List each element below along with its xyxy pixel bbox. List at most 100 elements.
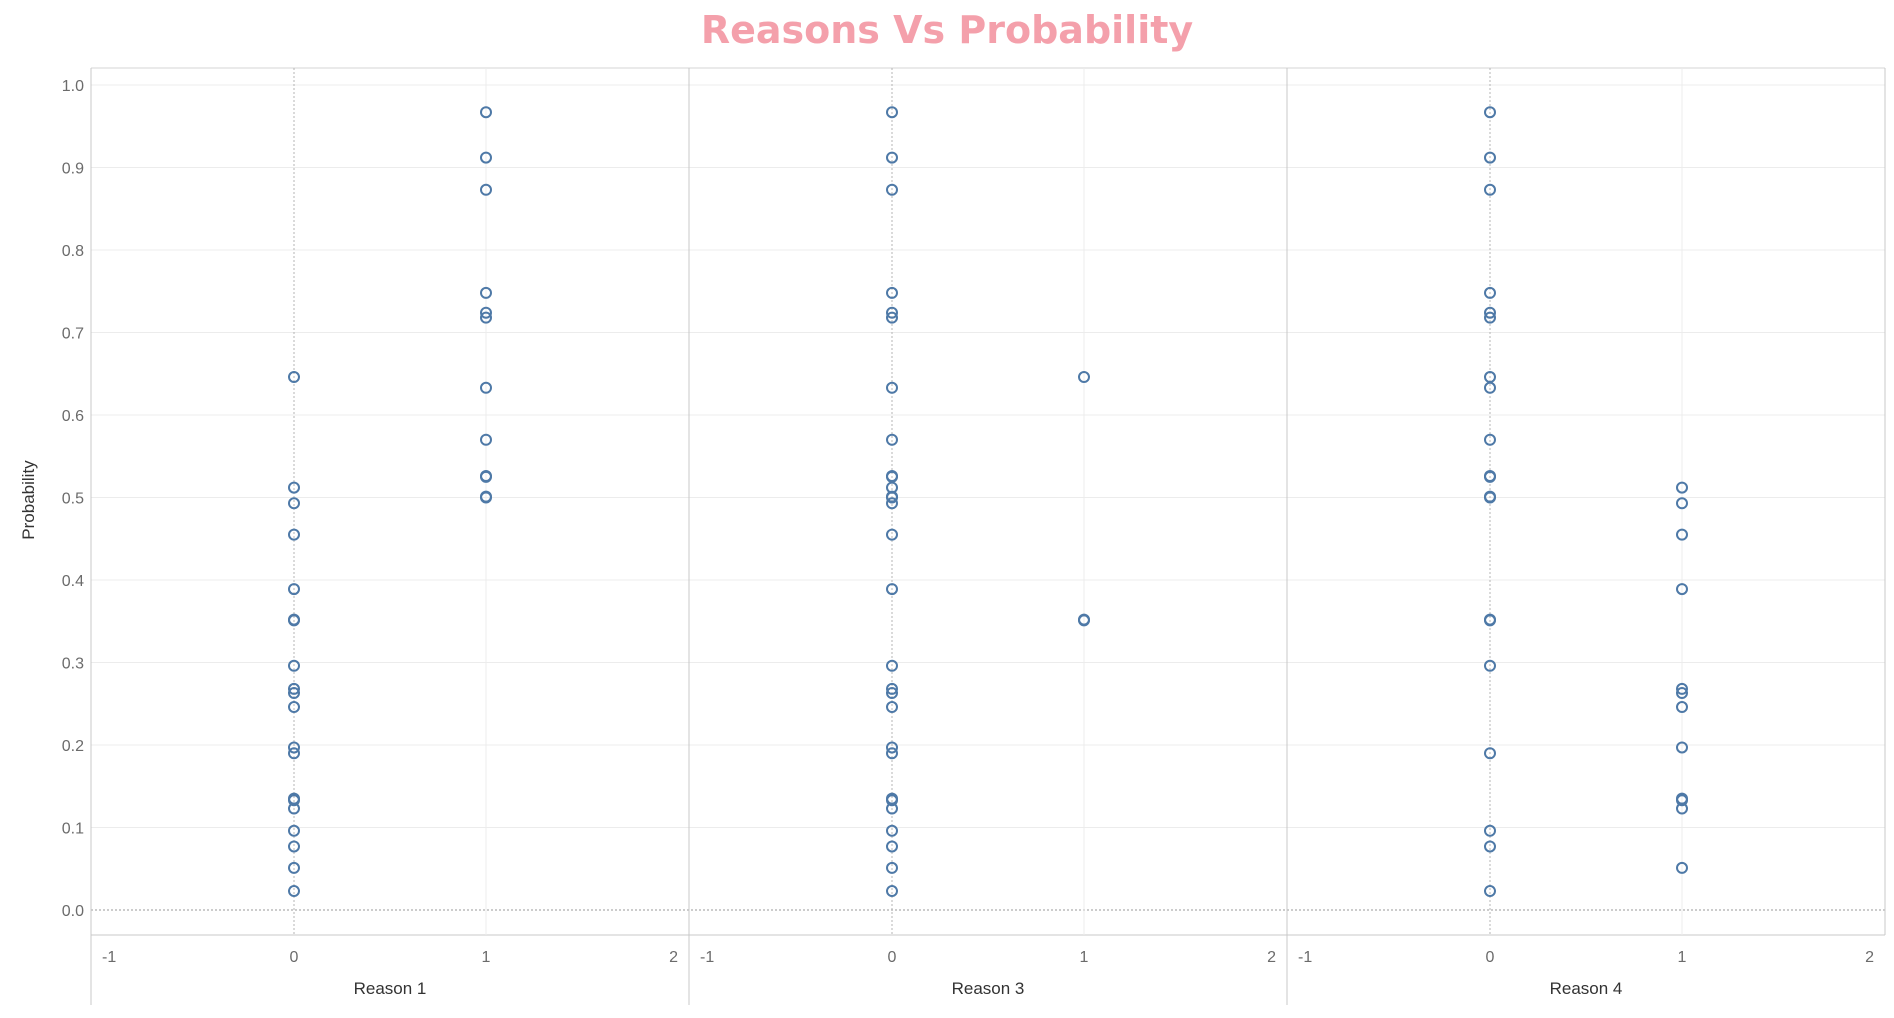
data-point xyxy=(886,583,898,596)
y-tick-label: 0.1 xyxy=(62,821,84,838)
data-point xyxy=(886,151,898,164)
data-point xyxy=(480,106,492,119)
y-tick-label: 0.0 xyxy=(62,903,84,920)
data-point xyxy=(1676,701,1688,714)
data-point xyxy=(1676,481,1688,494)
data-point xyxy=(886,687,898,700)
data-point xyxy=(1484,286,1496,299)
x-axis-title: Reason 4 xyxy=(1550,979,1623,998)
data-point xyxy=(480,183,492,196)
x-tick-label: 2 xyxy=(1865,949,1874,966)
data-point xyxy=(886,659,898,672)
y-axis-title: Probability xyxy=(19,460,38,540)
data-point xyxy=(288,481,300,494)
data-point xyxy=(288,794,300,807)
data-point xyxy=(480,151,492,164)
data-point xyxy=(288,861,300,874)
data-point xyxy=(886,741,898,754)
data-point xyxy=(1676,861,1688,874)
data-point xyxy=(288,824,300,837)
data-point xyxy=(288,682,300,695)
x-tick-label: 2 xyxy=(669,949,678,966)
data-point xyxy=(288,802,300,815)
data-point xyxy=(886,840,898,853)
y-tick-label: 0.3 xyxy=(62,656,84,673)
data-point xyxy=(1484,470,1496,483)
data-point xyxy=(1484,151,1496,164)
data-point xyxy=(480,311,492,324)
data-point xyxy=(288,741,300,754)
data-point xyxy=(1676,802,1688,815)
data-point xyxy=(1484,824,1496,837)
data-point xyxy=(886,433,898,446)
data-point xyxy=(288,747,300,760)
data-point xyxy=(886,861,898,874)
data-point xyxy=(288,583,300,596)
data-point xyxy=(1484,614,1496,627)
x-axis-title: Reason 3 xyxy=(952,979,1025,998)
y-tick-label: 0.7 xyxy=(62,326,84,343)
data-point xyxy=(886,528,898,541)
data-point xyxy=(1484,306,1496,319)
data-point xyxy=(886,747,898,760)
x-tick-label: -1 xyxy=(102,949,116,966)
x-tick-label: -1 xyxy=(1298,949,1312,966)
data-point xyxy=(886,802,898,815)
y-tick-label: 1.0 xyxy=(62,78,84,95)
chart-title: Reasons Vs Probability xyxy=(700,8,1194,52)
data-point xyxy=(288,687,300,700)
data-point xyxy=(288,528,300,541)
data-point xyxy=(886,381,898,394)
y-tick-label: 0.2 xyxy=(62,738,84,755)
data-point xyxy=(886,106,898,119)
data-point xyxy=(288,701,300,714)
x-tick-label: 0 xyxy=(888,949,897,966)
data-point xyxy=(1484,106,1496,119)
data-point xyxy=(1676,583,1688,596)
data-point xyxy=(1484,659,1496,672)
x-axis-title: Reason 1 xyxy=(354,979,427,998)
data-point xyxy=(886,286,898,299)
data-point xyxy=(1484,840,1496,853)
data-point xyxy=(288,497,300,510)
data-point xyxy=(886,885,898,898)
data-point xyxy=(1484,491,1496,504)
x-tick-label: 0 xyxy=(1486,949,1495,966)
data-point xyxy=(886,306,898,319)
data-point xyxy=(886,183,898,196)
data-point xyxy=(1484,183,1496,196)
data-point xyxy=(886,682,898,695)
x-tick-label: 1 xyxy=(1080,949,1089,966)
data-point xyxy=(1676,682,1688,695)
data-point xyxy=(1484,381,1496,394)
data-point xyxy=(1676,794,1688,807)
data-point xyxy=(288,371,300,384)
data-point xyxy=(480,433,492,446)
data-point xyxy=(1078,614,1090,627)
data-point xyxy=(1676,687,1688,700)
data-point xyxy=(1676,497,1688,510)
data-point xyxy=(480,381,492,394)
x-tick-label: 1 xyxy=(1678,949,1687,966)
x-tick-label: 1 xyxy=(482,949,491,966)
data-point xyxy=(480,470,492,483)
y-tick-label: 0.6 xyxy=(62,408,84,425)
x-tick-label: 0 xyxy=(290,949,299,966)
data-point xyxy=(1078,371,1090,384)
data-point xyxy=(1484,433,1496,446)
data-point xyxy=(1484,747,1496,760)
x-tick-label: 2 xyxy=(1267,949,1276,966)
data-point xyxy=(480,286,492,299)
y-tick-label: 0.4 xyxy=(62,573,84,590)
data-point xyxy=(886,794,898,807)
y-tick-label: 0.5 xyxy=(62,491,84,508)
data-point xyxy=(480,491,492,504)
data-point xyxy=(1484,311,1496,324)
data-point xyxy=(886,497,898,510)
data-point xyxy=(1676,741,1688,754)
data-point xyxy=(288,614,300,627)
data-point xyxy=(886,701,898,714)
data-point xyxy=(288,885,300,898)
data-point xyxy=(886,824,898,837)
